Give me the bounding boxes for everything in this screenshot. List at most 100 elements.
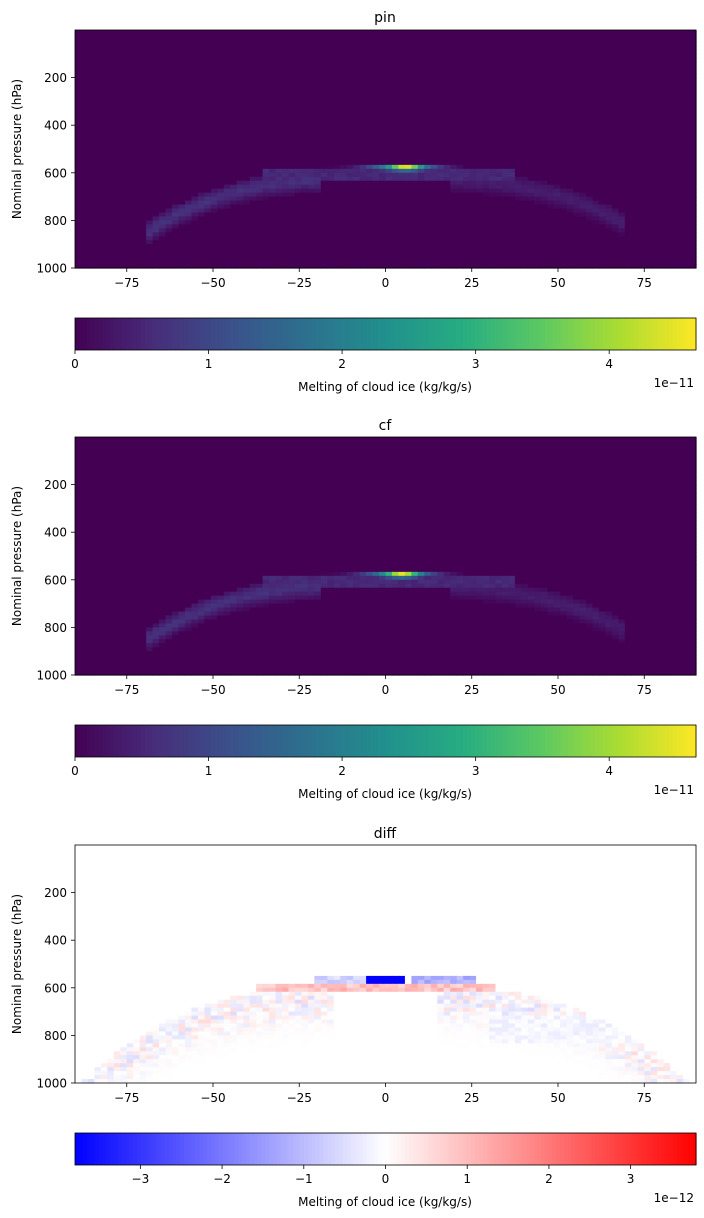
heatmap-cell xyxy=(269,30,276,35)
heatmap-cell xyxy=(424,74,431,79)
heatmap-cell xyxy=(657,153,664,158)
heatmap-cell xyxy=(288,109,295,114)
heatmap-cell xyxy=(437,78,444,83)
heatmap-cell xyxy=(521,185,528,190)
heatmap-cell xyxy=(133,93,140,98)
heatmap-cell xyxy=(373,38,380,43)
heatmap-cell xyxy=(612,74,619,79)
heatmap-cell xyxy=(502,42,509,47)
heatmap-cell xyxy=(107,97,114,102)
heatmap-cell xyxy=(366,205,373,210)
heatmap-cell xyxy=(554,169,561,174)
heatmap-cell xyxy=(347,169,354,174)
heatmap-cell xyxy=(670,181,677,186)
heatmap-cell xyxy=(263,46,270,51)
heatmap-cell xyxy=(495,205,502,210)
heatmap-cell xyxy=(593,58,600,63)
heatmap-cell xyxy=(159,228,166,233)
heatmap-cell xyxy=(528,205,535,210)
heatmap-cell xyxy=(314,185,321,190)
heatmap-cell xyxy=(75,201,82,206)
heatmap-cell xyxy=(276,121,283,126)
heatmap-cell xyxy=(301,70,308,75)
heatmap-cell xyxy=(489,117,496,122)
heatmap-cell xyxy=(88,38,95,43)
heatmap-cell xyxy=(386,165,393,170)
heatmap-cell xyxy=(133,38,140,43)
heatmap-cell xyxy=(463,161,470,166)
heatmap-cell xyxy=(444,189,451,194)
heatmap-cell xyxy=(88,125,95,130)
heatmap-cell xyxy=(450,50,457,55)
heatmap-cell xyxy=(528,46,535,51)
heatmap-cell xyxy=(179,228,186,233)
heatmap-cell xyxy=(217,169,224,174)
heatmap-cell xyxy=(437,141,444,146)
heatmap-cell xyxy=(547,153,554,158)
heatmap-cell xyxy=(282,34,289,39)
heatmap-cell xyxy=(94,205,101,210)
heatmap-cell xyxy=(224,173,231,178)
heatmap-cell xyxy=(398,185,405,190)
heatmap-cell xyxy=(366,58,373,63)
heatmap-cell xyxy=(638,46,645,51)
heatmap-cell xyxy=(340,54,347,59)
heatmap-cell xyxy=(140,220,147,225)
heatmap-cell xyxy=(495,173,502,178)
heatmap-cell xyxy=(250,121,257,126)
heatmap-cell xyxy=(424,197,431,202)
heatmap-cell xyxy=(470,137,477,142)
heatmap-cell xyxy=(580,205,587,210)
heatmap-cell xyxy=(191,201,198,206)
heatmap-cell xyxy=(198,216,205,221)
heatmap-cell xyxy=(373,125,380,130)
heatmap-cell xyxy=(379,58,386,63)
heatmap-cell xyxy=(107,185,114,190)
heatmap-cell xyxy=(159,157,166,162)
heatmap-cell xyxy=(146,216,153,221)
heatmap-cell xyxy=(276,224,283,229)
heatmap-cell xyxy=(133,74,140,79)
heatmap-cell xyxy=(179,129,186,134)
heatmap-cell xyxy=(625,82,632,87)
heatmap-cell xyxy=(146,93,153,98)
heatmap-cell xyxy=(360,137,367,142)
heatmap-cell xyxy=(314,209,321,214)
heatmap-cell xyxy=(573,105,580,110)
heatmap-cell xyxy=(495,54,502,59)
heatmap-cell xyxy=(334,153,341,158)
heatmap-cell xyxy=(276,70,283,75)
heatmap-cell xyxy=(690,34,697,39)
heatmap-cell xyxy=(276,185,283,190)
heatmap-cell xyxy=(379,82,386,87)
heatmap-cell xyxy=(327,209,334,214)
heatmap-cell xyxy=(411,145,418,150)
heatmap-cell xyxy=(321,181,328,186)
heatmap-cell xyxy=(276,30,283,35)
heatmap-cell xyxy=(444,232,451,237)
heatmap-cell xyxy=(140,228,147,233)
heatmap-cell xyxy=(495,181,502,186)
heatmap-cell xyxy=(554,50,561,55)
heatmap-cell xyxy=(269,66,276,71)
heatmap-cell xyxy=(386,113,393,118)
heatmap-cell xyxy=(327,232,334,237)
heatmap-cell xyxy=(683,50,690,55)
heatmap-cell xyxy=(94,97,101,102)
heatmap-cell xyxy=(463,228,470,233)
heatmap-cell xyxy=(166,93,173,98)
heatmap-cell xyxy=(133,145,140,150)
heatmap-cell xyxy=(146,145,153,150)
heatmap-cell xyxy=(295,205,302,210)
heatmap-cell xyxy=(191,58,198,63)
heatmap-cell xyxy=(217,113,224,118)
heatmap-cell xyxy=(495,220,502,225)
heatmap-cell xyxy=(534,169,541,174)
heatmap-cell xyxy=(379,177,386,182)
heatmap-cell xyxy=(651,141,658,146)
heatmap-cell xyxy=(573,189,580,194)
heatmap-cell xyxy=(644,42,651,47)
heatmap-cell xyxy=(133,109,140,114)
heatmap-cell xyxy=(191,117,198,122)
heatmap-cell xyxy=(230,86,237,91)
